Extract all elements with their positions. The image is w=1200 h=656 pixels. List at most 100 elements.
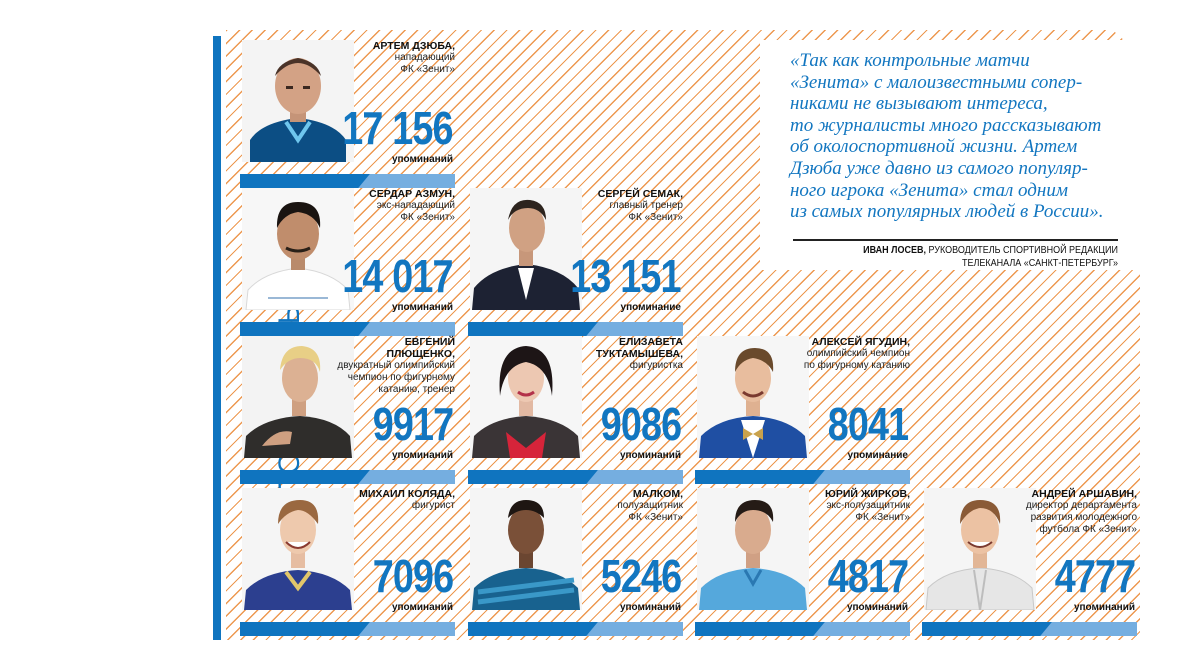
- card-bar: [468, 322, 683, 336]
- quote-line: об околоспортивной жизни. Артем: [790, 136, 1078, 158]
- mention-unit: упоминаний: [846, 602, 908, 613]
- card-bar: [240, 622, 455, 636]
- person-info: АЛЕКСЕЙ ЯГУДИН, олимпийский чемпион по ф…: [790, 336, 910, 372]
- person-info: МИХАИЛ КОЛЯДА, фигурист: [335, 488, 455, 512]
- person-name: ЕВГЕНИЙ ПЛЮЩЕНКО,: [386, 336, 455, 360]
- player-photo-icon: [697, 488, 809, 610]
- mention-count: 5246: [600, 550, 681, 602]
- card-bar: [922, 622, 1137, 636]
- quote-attribution: ИВАН ЛОСЕВ, РУКОВОДИТЕЛЬ СПОРТИВНОЙ РЕДА…: [826, 244, 1118, 270]
- mention-unit: упоминаний: [391, 602, 453, 613]
- mention-unit: упоминаний: [391, 154, 453, 165]
- person-info: АНДРЕЙ АРШАВИН, директор департамента ра…: [1017, 488, 1137, 536]
- person-name: СЕРДАР АЗМУН,: [369, 188, 455, 200]
- mention-count: 4817: [827, 550, 908, 602]
- mention-count: 17 156: [342, 102, 454, 154]
- mention-unit: упоминаний: [391, 302, 453, 313]
- mention-unit: упоминаний: [1073, 602, 1135, 613]
- skater-photo-icon: [697, 336, 809, 458]
- person-role: ФК «Зенит»: [855, 512, 910, 523]
- card-bar: [240, 174, 455, 188]
- pull-quote: «Так как контрольные матчи «Зенита» с ма…: [790, 50, 1130, 223]
- person-name: ЕЛИЗАВЕТА ТУКТАМЫШЕВА,: [595, 336, 683, 360]
- person-info: ЕВГЕНИЙ ПЛЮЩЕНКО, двукратный олимпийский…: [335, 336, 455, 396]
- person-name: АРТЕМ ДЗЮБА,: [372, 40, 455, 52]
- section-accent-bar: [213, 36, 221, 640]
- quote-author-role: РУКОВОДИТЕЛЬ СПОРТИВНОЙ РЕДАКЦИИ: [928, 245, 1118, 256]
- person-role: экс-нападающий: [376, 200, 455, 211]
- person-name: АНДРЕЙ АРШАВИН,: [1031, 488, 1137, 500]
- mention-count: 14 017: [342, 250, 454, 302]
- quote-line: «Так как контрольные матчи: [790, 50, 1030, 71]
- quote-line: Дзюба уже давно из самого популяр-: [790, 157, 1088, 179]
- skater-photo-icon: [242, 488, 354, 610]
- quote-panel: [760, 40, 1140, 270]
- person-card: МАЛКОМ, полузащитник ФК «Зенит» 5246 упо…: [468, 488, 683, 636]
- person-card: МИХАИЛ КОЛЯДА, фигурист 7096 упоминаний: [240, 488, 455, 636]
- quote-line: «Зенита» с малоизвестными сопер-: [790, 71, 1083, 93]
- person-role: футбола ФК «Зенит»: [1039, 524, 1137, 535]
- person-card: ЮРИЙ ЖИРКОВ, экс-полузащитник ФК «Зенит»…: [695, 488, 910, 636]
- mention-count: 13 151: [570, 250, 682, 302]
- mention-unit: упоминаний: [619, 450, 681, 461]
- player-photo-icon: [242, 40, 354, 162]
- card-bar: [695, 622, 910, 636]
- quote-line: из самых популярных людей в России».: [790, 201, 1104, 223]
- mention-count: 9086: [600, 398, 681, 450]
- mention-unit: упоминание: [847, 450, 908, 461]
- person-role: чемпион по фигурному: [347, 372, 455, 383]
- quote-line: ного игрока «Зенита» стал одним: [790, 179, 1068, 201]
- skater-photo-icon: [242, 336, 354, 458]
- card-bar: [695, 470, 910, 484]
- mention-count: 7096: [372, 550, 453, 602]
- person-card: АЛЕКСЕЙ ЯГУДИН, олимпийский чемпион по ф…: [695, 336, 910, 484]
- player-photo-icon: [470, 488, 582, 610]
- person-card: ЕЛИЗАВЕТА ТУКТАМЫШЕВА, фигуристка 9086 у…: [468, 336, 683, 484]
- person-name: АЛЕКСЕЙ ЯГУДИН,: [811, 336, 910, 348]
- person-info: СЕРГЕЙ СЕМАК, главный тренер ФК «Зенит»: [563, 188, 683, 224]
- quote-line: то журналисты много рассказывают: [790, 114, 1102, 136]
- person-role: ФК «Зенит»: [400, 212, 455, 223]
- quote-author-role: ТЕЛЕКАНАЛА «САНКТ-ПЕТЕРБУРГ»: [962, 258, 1118, 269]
- person-role: по фигурному катанию: [803, 360, 910, 371]
- person-role: полузащитник: [617, 500, 683, 511]
- mention-unit: упоминаний: [391, 450, 453, 461]
- person-role: ФК «Зенит»: [400, 64, 455, 75]
- card-bar: [240, 322, 455, 336]
- person-role: олимпийский чемпион: [806, 348, 910, 359]
- skater-photo-icon: [470, 336, 582, 458]
- card-bar: [468, 622, 683, 636]
- mention-count: 4777: [1054, 550, 1135, 602]
- person-role: нападающий: [394, 52, 455, 63]
- mention-unit: упоминаний: [619, 602, 681, 613]
- person-name: МИХАИЛ КОЛЯДА,: [359, 488, 455, 500]
- person-card: АРТЕМ ДЗЮБА, нападающий ФК «Зенит» 17 15…: [240, 40, 455, 188]
- person-role: катанию, тренер: [378, 384, 455, 395]
- person-role: ФК «Зенит»: [628, 512, 683, 523]
- person-role: экс-полузащитник: [826, 500, 910, 511]
- person-card: СЕРГЕЙ СЕМАК, главный тренер ФК «Зенит» …: [468, 188, 683, 336]
- person-info: ЮРИЙ ЖИРКОВ, экс-полузащитник ФК «Зенит»: [790, 488, 910, 524]
- person-card: АНДРЕЙ АРШАВИН, директор департамента ра…: [922, 488, 1137, 636]
- person-role: главный тренер: [609, 200, 683, 211]
- person-role: фигуристка: [629, 360, 683, 371]
- person-card: СЕРДАР АЗМУН, экс-нападающий ФК «Зенит» …: [240, 188, 455, 336]
- quote-author: ИВАН ЛОСЕВ,: [863, 245, 926, 256]
- card-bar: [468, 470, 683, 484]
- mention-unit: упоминание: [620, 302, 681, 313]
- person-role: развития молодежного: [1030, 512, 1137, 523]
- card-bar: [240, 470, 455, 484]
- person-role: ФК «Зенит»: [628, 212, 683, 223]
- person-info: СЕРДАР АЗМУН, экс-нападающий ФК «Зенит»: [335, 188, 455, 224]
- person-card: ЕВГЕНИЙ ПЛЮЩЕНКО, двукратный олимпийский…: [240, 336, 455, 484]
- person-name: ЮРИЙ ЖИРКОВ,: [825, 488, 910, 500]
- person-role: директор департамента: [1025, 500, 1137, 511]
- coach-photo-icon: [470, 188, 582, 310]
- mention-count: 9917: [372, 398, 453, 450]
- player-photo-icon: [242, 188, 354, 310]
- quote-divider: [793, 239, 1118, 241]
- person-info: АРТЕМ ДЗЮБА, нападающий ФК «Зенит»: [335, 40, 455, 76]
- person-role: двукратный олимпийский: [337, 360, 455, 371]
- person-name: МАЛКОМ,: [632, 488, 683, 500]
- person-role: фигурист: [411, 500, 455, 511]
